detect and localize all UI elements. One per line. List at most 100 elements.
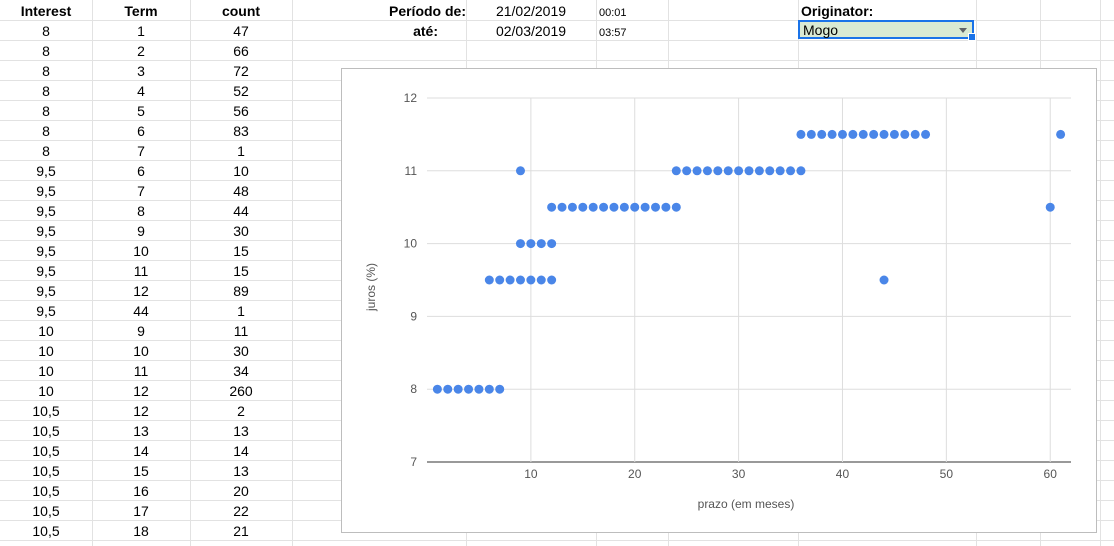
data-point[interactable] (734, 166, 744, 176)
data-point[interactable] (889, 129, 899, 139)
data-point[interactable] (786, 166, 796, 176)
term-cell[interactable]: 5 (137, 103, 145, 119)
data-point[interactable] (723, 166, 733, 176)
data-point[interactable] (453, 384, 463, 394)
count-cell[interactable]: 15 (233, 263, 249, 279)
interest-cell[interactable]: 9,5 (36, 223, 56, 239)
data-point[interactable] (796, 129, 806, 139)
interest-cell[interactable]: 9,5 (36, 283, 56, 299)
data-point[interactable] (671, 166, 681, 176)
data-point[interactable] (765, 166, 775, 176)
start-time-cell[interactable]: 00:01 (599, 7, 627, 19)
data-point[interactable] (827, 129, 837, 139)
data-point[interactable] (599, 202, 609, 212)
data-point[interactable] (692, 166, 702, 176)
end-date-cell[interactable]: 02/03/2019 (495, 23, 567, 39)
data-point[interactable] (858, 129, 868, 139)
data-point[interactable] (869, 129, 879, 139)
count-cell[interactable]: 47 (233, 23, 249, 39)
interest-cell[interactable]: 10,5 (32, 403, 60, 419)
data-point[interactable] (536, 275, 546, 285)
data-point[interactable] (578, 202, 588, 212)
count-cell[interactable]: 30 (233, 223, 249, 239)
originator-dropdown[interactable]: Mogo (798, 20, 976, 41)
interest-cell[interactable]: 8 (42, 63, 50, 79)
count-cell[interactable]: 260 (229, 383, 253, 399)
term-cell[interactable]: 10 (133, 243, 149, 259)
interest-cell[interactable]: 10,5 (32, 523, 60, 539)
data-point[interactable] (464, 384, 474, 394)
data-point[interactable] (775, 166, 785, 176)
count-cell[interactable]: 34 (233, 363, 249, 379)
count-cell[interactable]: 56 (233, 103, 249, 119)
data-point[interactable] (515, 166, 525, 176)
term-cell[interactable]: 4 (137, 83, 145, 99)
term-cell[interactable]: 8 (137, 203, 145, 219)
interest-cell[interactable]: 10,5 (32, 423, 60, 439)
count-cell[interactable]: 13 (233, 423, 249, 439)
count-cell[interactable]: 72 (233, 63, 249, 79)
count-cell[interactable]: 2 (237, 403, 245, 419)
data-point[interactable] (557, 202, 567, 212)
column-header-count[interactable]: count (221, 3, 261, 19)
term-cell[interactable]: 6 (137, 163, 145, 179)
count-cell[interactable]: 44 (233, 203, 249, 219)
data-point[interactable] (432, 384, 442, 394)
interest-cell[interactable]: 9,5 (36, 163, 56, 179)
count-cell[interactable]: 11 (233, 323, 249, 339)
column-header-term[interactable]: Term (124, 3, 158, 19)
count-cell[interactable]: 21 (233, 523, 249, 539)
data-point[interactable] (547, 275, 557, 285)
interest-cell[interactable]: 8 (42, 23, 50, 39)
count-cell[interactable]: 66 (233, 43, 249, 59)
data-point[interactable] (682, 166, 692, 176)
term-cell[interactable]: 9 (137, 323, 145, 339)
data-point[interactable] (484, 384, 494, 394)
data-point[interactable] (567, 202, 577, 212)
term-cell[interactable]: 16 (133, 483, 149, 499)
count-cell[interactable]: 52 (233, 83, 249, 99)
data-point[interactable] (900, 129, 910, 139)
interest-cell[interactable]: 10,5 (32, 503, 60, 519)
count-cell[interactable]: 15 (233, 243, 249, 259)
count-cell[interactable]: 10 (233, 163, 249, 179)
interest-cell[interactable]: 10,5 (32, 443, 60, 459)
data-point[interactable] (879, 275, 889, 285)
term-cell[interactable]: 13 (133, 423, 149, 439)
dropdown-arrow-icon[interactable] (959, 28, 967, 33)
interest-cell[interactable]: 10 (38, 363, 54, 379)
term-cell[interactable]: 44 (133, 303, 149, 319)
data-point[interactable] (702, 166, 712, 176)
data-point[interactable] (619, 202, 629, 212)
term-cell[interactable]: 15 (133, 463, 149, 479)
interest-cell[interactable]: 9,5 (36, 263, 56, 279)
column-header-interest[interactable]: Interest (20, 3, 72, 19)
interest-cell[interactable]: 9,5 (36, 183, 56, 199)
data-point[interactable] (547, 239, 557, 249)
count-cell[interactable]: 30 (233, 343, 249, 359)
term-cell[interactable]: 12 (133, 383, 149, 399)
interest-cell[interactable]: 8 (42, 83, 50, 99)
interest-cell[interactable]: 10,5 (32, 483, 60, 499)
fill-handle[interactable] (968, 33, 976, 41)
count-cell[interactable]: 13 (233, 463, 249, 479)
data-point[interactable] (640, 202, 650, 212)
count-cell[interactable]: 89 (233, 283, 249, 299)
data-point[interactable] (526, 275, 536, 285)
data-point[interactable] (651, 202, 661, 212)
term-cell[interactable]: 1 (137, 23, 145, 39)
data-point[interactable] (837, 129, 847, 139)
data-point[interactable] (547, 202, 557, 212)
data-point[interactable] (630, 202, 640, 212)
data-point[interactable] (671, 202, 681, 212)
data-point[interactable] (495, 275, 505, 285)
data-point[interactable] (879, 129, 889, 139)
term-cell[interactable]: 3 (137, 63, 145, 79)
interest-cell[interactable]: 8 (42, 123, 50, 139)
data-point[interactable] (713, 166, 723, 176)
interest-cell[interactable]: 8 (42, 103, 50, 119)
term-cell[interactable]: 7 (137, 143, 145, 159)
data-point[interactable] (921, 129, 931, 139)
data-point[interactable] (806, 129, 816, 139)
count-cell[interactable]: 1 (237, 143, 245, 159)
